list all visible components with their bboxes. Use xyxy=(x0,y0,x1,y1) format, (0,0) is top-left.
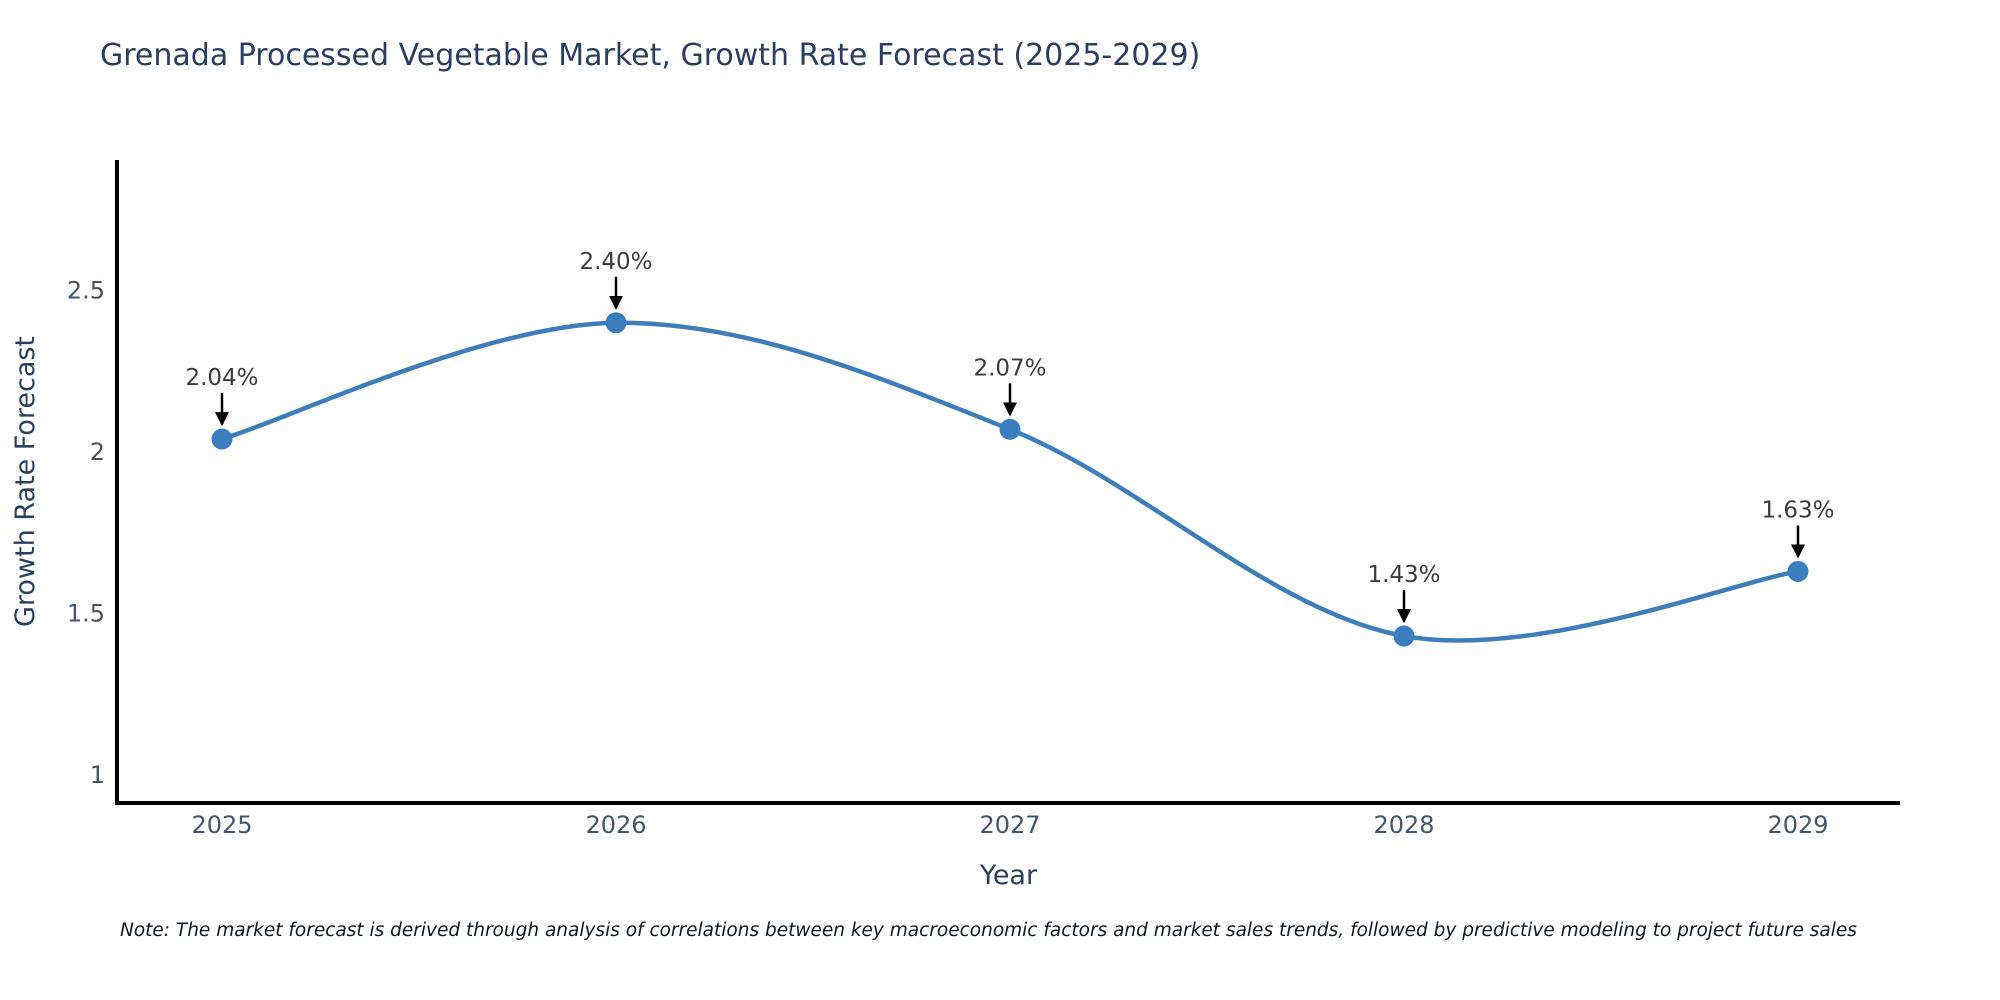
data-point-marker xyxy=(1393,625,1415,647)
y-tick-label: 1 xyxy=(90,761,105,789)
footnote: Note: The market forecast is derived thr… xyxy=(120,920,1857,941)
point-annotation-label: 2.40% xyxy=(579,249,652,275)
y-tick-label: 2.5 xyxy=(67,276,105,304)
data-point-marker xyxy=(1787,560,1809,582)
point-annotation-label: 2.04% xyxy=(185,365,258,391)
x-tick-label: 2025 xyxy=(191,811,252,839)
y-axis-title: Growth Rate Forecast xyxy=(10,336,41,627)
point-annotation-label: 1.43% xyxy=(1367,562,1440,588)
point-annotation-label: 2.07% xyxy=(973,355,1046,381)
y-tick-label: 2 xyxy=(90,438,105,466)
point-annotation-label: 1.63% xyxy=(1761,497,1834,523)
x-tick-label: 2026 xyxy=(585,811,646,839)
x-tick-label: 2029 xyxy=(1767,811,1828,839)
data-point-marker xyxy=(999,418,1021,440)
x-tick-label: 2027 xyxy=(979,811,1040,839)
x-tick-label: 2028 xyxy=(1373,811,1434,839)
y-tick-label: 1.5 xyxy=(67,599,105,627)
chart-title: Grenada Processed Vegetable Market, Grow… xyxy=(100,38,1201,73)
x-axis-title: Year xyxy=(979,860,1038,891)
data-point-marker xyxy=(211,428,233,450)
data-point-marker xyxy=(605,312,627,334)
